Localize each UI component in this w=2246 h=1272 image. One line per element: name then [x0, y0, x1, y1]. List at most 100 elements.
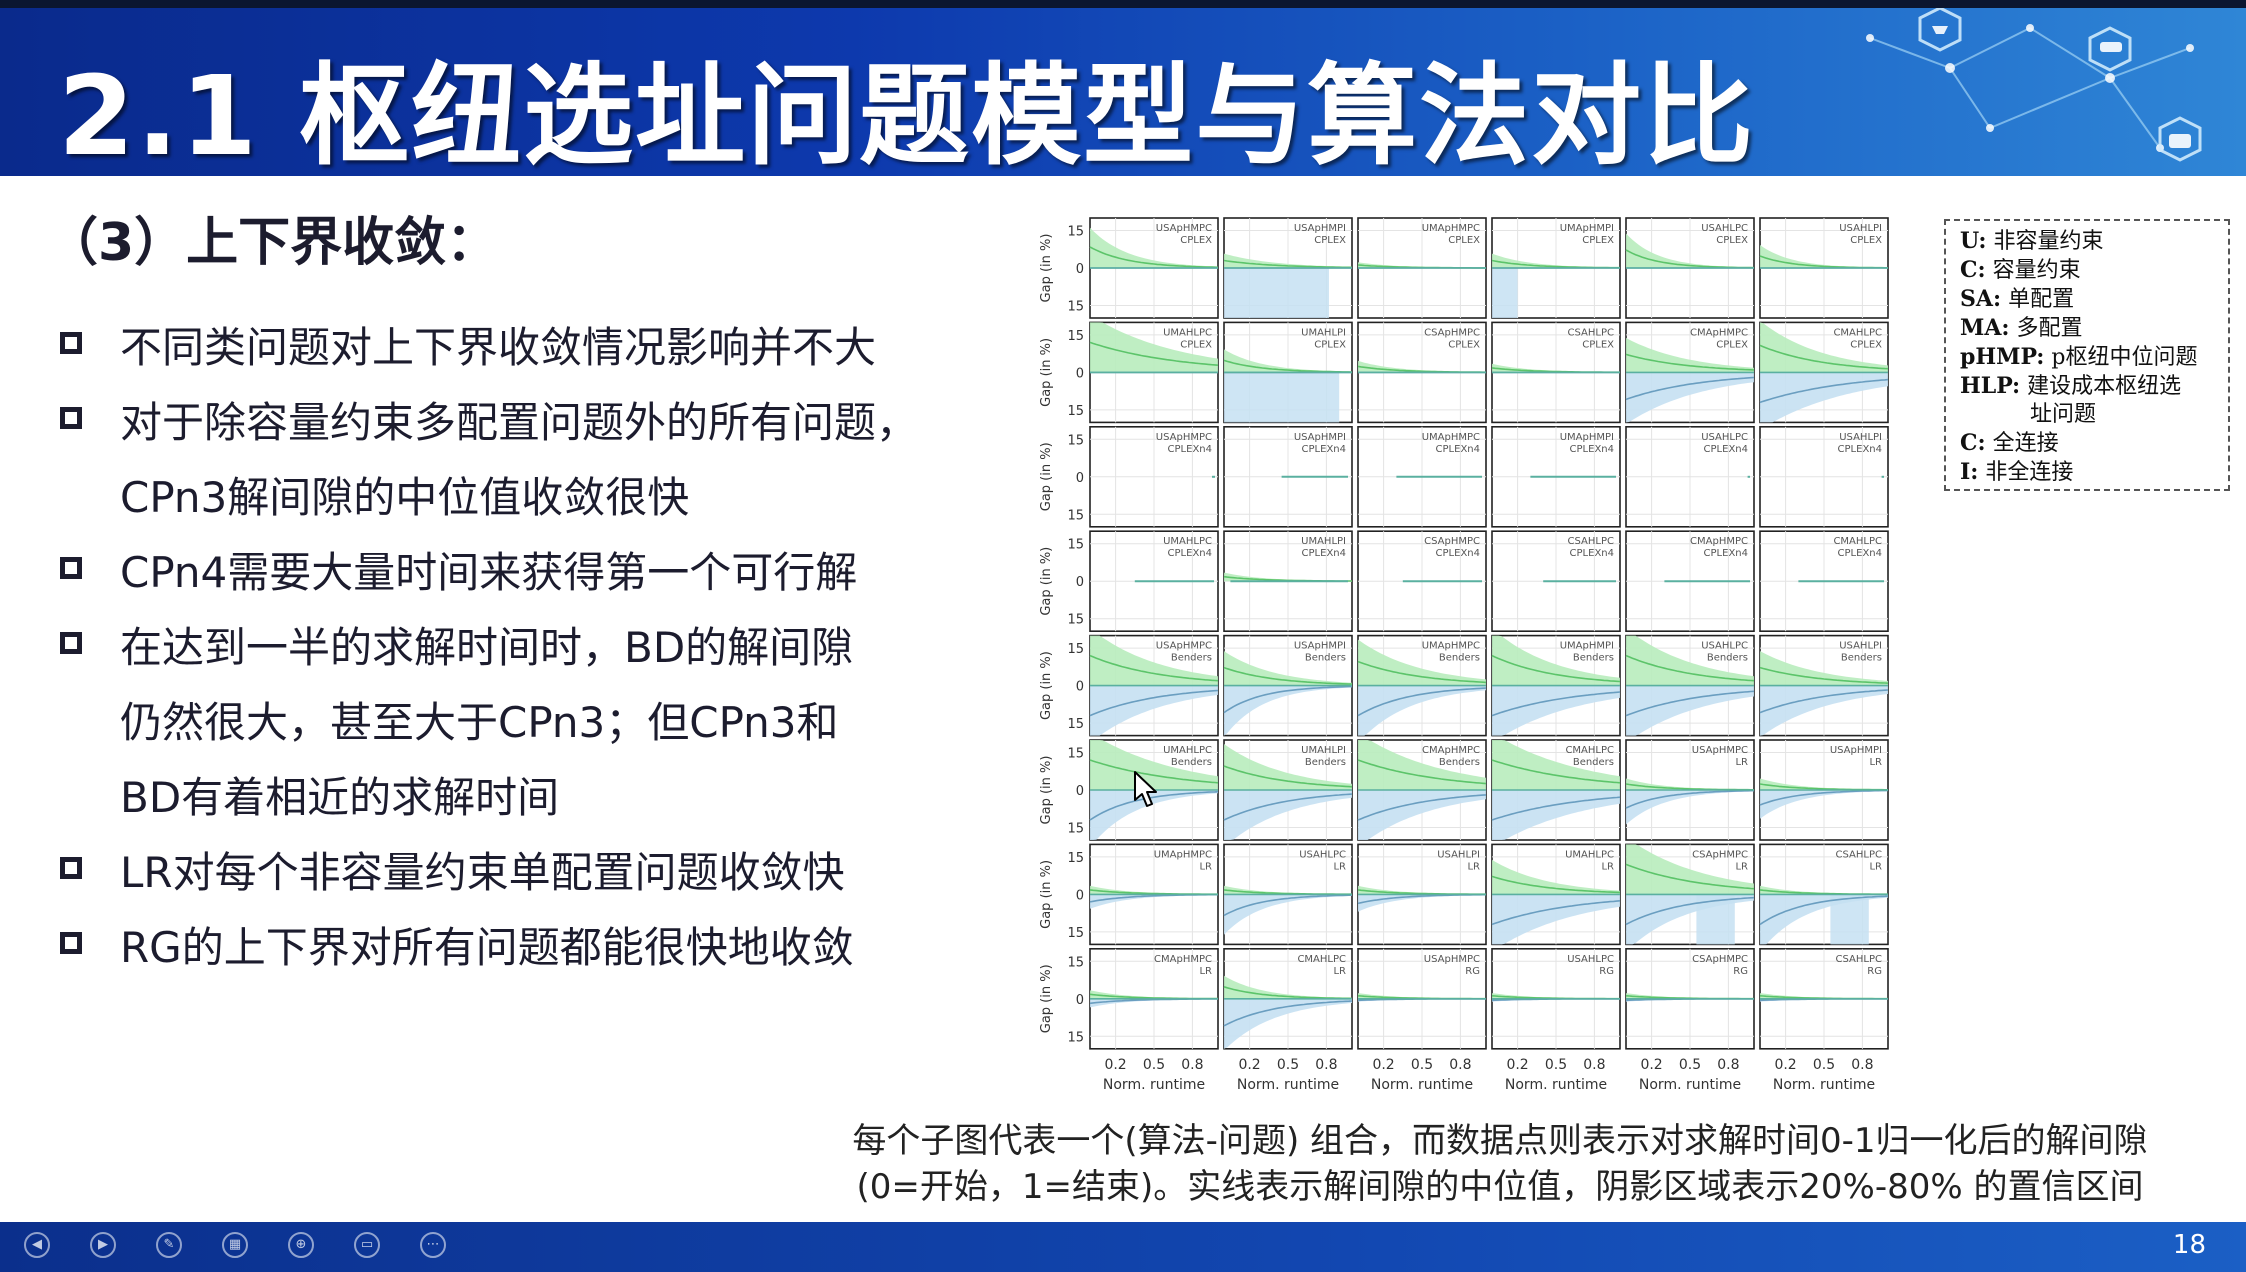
- y-tick-label: 15: [1067, 508, 1084, 523]
- panel-problem-label: UMApHMPI: [1560, 641, 1614, 652]
- y-tick-label: 0: [1076, 680, 1084, 695]
- lower-bound-band: [1626, 372, 1754, 423]
- y-tick-label: 15: [1067, 717, 1084, 732]
- x-tick-label: 0.8: [1315, 1057, 1337, 1073]
- panel-algorithm-label: CPLEX: [1448, 339, 1480, 350]
- lower-bound-band: [1224, 998, 1352, 1049]
- upper-bound-line: [1223, 765, 1353, 788]
- upper-bound-band: [1090, 635, 1218, 686]
- legend-entry: C: 全连接: [1960, 429, 2214, 458]
- lower-bound-band: [1626, 790, 1754, 825]
- legend-entry: 址问题: [1960, 401, 2214, 429]
- bullet-text: 在达到一半的求解时间时，BD的解间隙 仍然很大，甚至大于CPn3；但CPn3和 BD…: [120, 610, 1018, 835]
- upper-bound-line: [1491, 759, 1621, 784]
- bullet-line: 不同类问题对上下界收敛情况影响并不大: [120, 323, 877, 372]
- legend-key: MA:: [1960, 315, 2010, 341]
- panel-problem-label: USAHLPC: [1701, 432, 1748, 443]
- y-axis-label: Gap (in %): [1039, 234, 1054, 303]
- panel-algorithm-label: LR: [1333, 966, 1346, 977]
- square-bullet-icon: [60, 557, 82, 579]
- x-tick-label: 0.5: [1411, 1057, 1433, 1073]
- bullet-line: 在达到一半的求解时间时，BD的解间隙: [120, 623, 854, 672]
- x-tick-label: 0.5: [1143, 1057, 1165, 1073]
- legend-text: 建设成本枢纽选: [2027, 374, 2182, 399]
- section-heading: （3）上下界收敛：: [46, 213, 499, 273]
- panel-algorithm-label: CPLEXn4: [1570, 444, 1614, 455]
- slides-icon[interactable]: ▦: [222, 1232, 248, 1258]
- lower-bound-band: [1090, 790, 1218, 840]
- upper-bound-band: [1492, 859, 1620, 895]
- panel-problem-label: USAHLPI: [1839, 223, 1882, 234]
- lower-bound-line: [1223, 793, 1353, 821]
- next-slide-icon[interactable]: ▶: [90, 1232, 116, 1258]
- lower-bound-line: [1759, 789, 1889, 806]
- x-tick-label: 0.8: [1583, 1057, 1605, 1073]
- subtitles-icon[interactable]: ▭: [354, 1232, 380, 1258]
- panel-algorithm-label: RG: [1733, 966, 1748, 977]
- panel-algorithm-label: CPLEX: [1582, 339, 1614, 350]
- upper-bound-line: [1223, 259, 1353, 269]
- panel-problem-label: UMAHLPC: [1163, 745, 1212, 756]
- lower-bound-line: [1625, 690, 1755, 717]
- panel-problem-label: USApHMPI: [1294, 223, 1346, 234]
- y-tick-label: 15: [1067, 404, 1084, 419]
- y-axis-label: Gap (in %): [1039, 651, 1054, 720]
- y-axis-label: Gap (in %): [1039, 860, 1054, 929]
- bullet-line: 仍然很大，甚至大于CPn3；但CPn3和: [120, 698, 839, 747]
- bullet-text: LR对每个非容量约束单配置问题收敛快: [120, 835, 1018, 910]
- zoom-icon[interactable]: ⊕: [288, 1232, 314, 1258]
- panel-algorithm-label: CPLEX: [1314, 235, 1346, 246]
- upper-bound-line: [1223, 666, 1353, 685]
- x-tick-label: 0.2: [1104, 1057, 1126, 1073]
- x-tick-label: 0.2: [1774, 1057, 1796, 1073]
- legend-key: pHMP:: [1960, 344, 2045, 370]
- upper-bound-band: [1090, 227, 1218, 268]
- panel-problem-label: CMApHMPC: [1154, 954, 1212, 965]
- bullet-line: CPn3解间隙的中位值收敛很快: [120, 473, 690, 522]
- panel-problem-label: CMAHLPC: [1565, 745, 1614, 756]
- y-axis-label: Gap (in %): [1039, 964, 1054, 1033]
- bullet-item: LR对每个非容量约束单配置问题收敛快: [58, 835, 1018, 910]
- y-tick-label: 15: [1067, 851, 1084, 866]
- pen-icon[interactable]: ✎: [156, 1232, 182, 1258]
- y-tick-label: 15: [1067, 538, 1084, 553]
- upper-bound-band: [1224, 744, 1352, 790]
- previous-slide-icon[interactable]: ◀: [24, 1232, 50, 1258]
- lower-bound-band: [1760, 894, 1888, 945]
- upper-bound-line: [1357, 660, 1487, 684]
- panel-problem-label: CSAHLPC: [1568, 536, 1614, 547]
- bullet-item: 不同类问题对上下界收敛情况影响并不大: [58, 310, 1018, 385]
- more-options-icon[interactable]: ⋯: [420, 1232, 446, 1258]
- panel-algorithm-label: Benders: [1439, 653, 1480, 664]
- legend-text: 容量约束: [1992, 258, 2081, 283]
- panel-algorithm-label: Benders: [1841, 653, 1882, 664]
- panel-algorithm-label: LR: [1199, 966, 1212, 977]
- square-bullet-icon: [60, 632, 82, 654]
- upper-bound-line: [1089, 246, 1219, 269]
- panel-algorithm-label: CPLEXn4: [1838, 444, 1882, 455]
- panel-problem-label: USAHLPC: [1701, 223, 1748, 234]
- legend-entry: HLP: 建设成本枢纽选: [1960, 372, 2214, 401]
- legend-text: 址问题: [2030, 402, 2097, 427]
- upper-bound-line: [1625, 353, 1755, 371]
- legend-key: U:: [1960, 228, 1987, 254]
- lower-bound-line: [1223, 894, 1353, 917]
- upper-bound-line: [1491, 875, 1621, 894]
- x-tick-label: 0.5: [1813, 1057, 1835, 1073]
- upper-bound-band: [1760, 322, 1888, 373]
- y-axis-label: Gap (in %): [1039, 547, 1054, 616]
- legend-text: 非全连接: [1985, 460, 2074, 485]
- panel-algorithm-label: Benders: [1171, 757, 1212, 768]
- panel-problem-label: UMAHLPC: [1163, 536, 1212, 547]
- panel-algorithm-label: CPLEXn4: [1302, 444, 1346, 455]
- upper-bound-band: [1626, 337, 1754, 373]
- panel-algorithm-label: CPLEXn4: [1168, 444, 1212, 455]
- upper-bound-band: [1626, 233, 1754, 268]
- y-tick-label: 0: [1076, 262, 1084, 277]
- legend-entry: pHMP: p枢纽中位问题: [1960, 343, 2214, 372]
- lower-bound-line: [1223, 685, 1352, 714]
- panel-problem-label: UMApHMPI: [1560, 223, 1614, 234]
- y-tick-label: 15: [1067, 1030, 1084, 1045]
- y-axis-label: Gap (in %): [1039, 442, 1054, 511]
- panel-algorithm-label: LR: [1199, 861, 1212, 872]
